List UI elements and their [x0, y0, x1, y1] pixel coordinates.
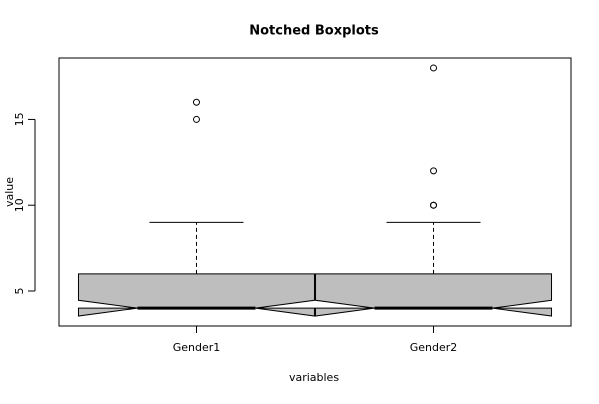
outlier: [430, 167, 438, 175]
outlier: [192, 115, 200, 123]
notched-box: [315, 273, 553, 317]
y-tick-label: 15: [13, 112, 26, 126]
y-axis-label: value: [3, 177, 16, 207]
x-axis-label: variables: [289, 371, 339, 384]
x-tick-label: Gender1: [173, 341, 221, 354]
outlier: [430, 201, 438, 209]
chart-title: Notched Boxplots: [249, 24, 379, 39]
y-tick-label: 10: [13, 198, 26, 212]
outlier: [430, 64, 438, 72]
outlier: [192, 98, 200, 106]
notched-box: [77, 273, 315, 317]
x-tick-label: Gender2: [410, 341, 458, 354]
y-tick-label: 5: [13, 287, 26, 294]
